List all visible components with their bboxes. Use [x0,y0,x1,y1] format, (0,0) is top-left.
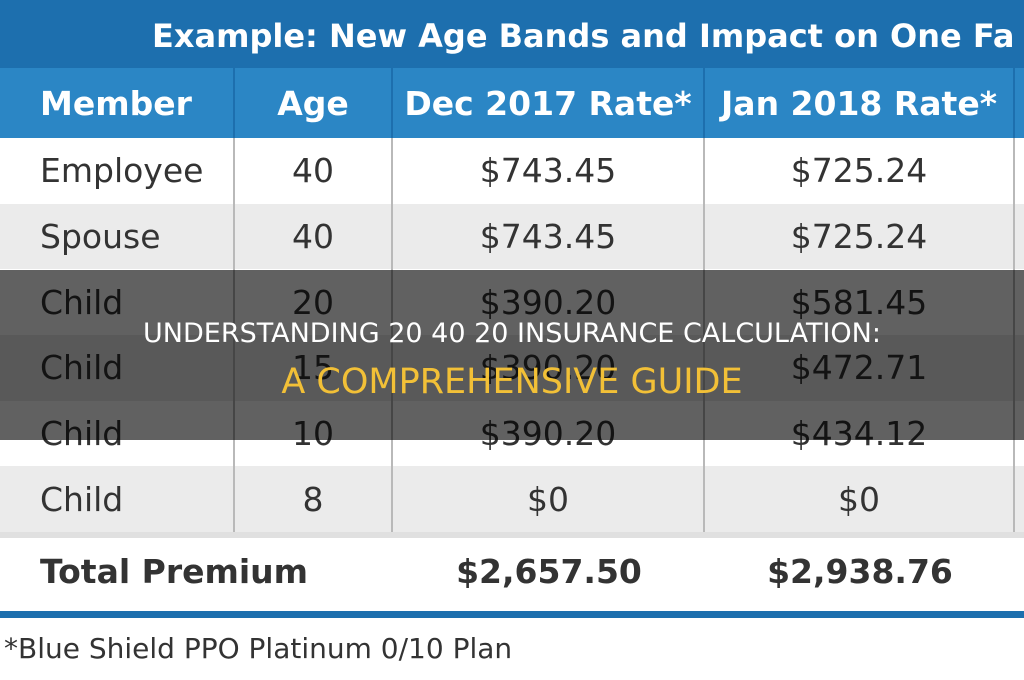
total-dec: $2,657.50 [456,552,642,591]
table-cell: $743.45 [393,203,705,270]
table-cell: $725.24 [705,138,1015,204]
header-cell: Jan 2018 Rate* [705,68,1015,138]
header-cell: Dec 2017 Rate* [393,68,705,138]
table-row: Child 8 $0 $0 [0,466,1024,533]
total-label: Total Premium [40,552,309,591]
table-row: Spouse 40 $743.45 $725.24 [0,203,1024,270]
table-row: Employee 40 $743.45 $725.24 [0,138,1024,204]
header-cell [1015,68,1024,138]
footnote: *Blue Shield PPO Platinum 0/10 Plan [4,632,513,665]
table-cell: 40 [235,203,393,270]
header-cell: Age [235,68,393,138]
table-cell: Spouse [0,203,235,270]
table-cell: 8 [235,466,393,533]
table-title: Example: New Age Bands and Impact on One… [0,0,1024,68]
overlay-subtitle: A COMPREHENSIVE GUIDE [281,362,743,402]
table-cell: $0 [705,466,1015,533]
table-cell: Employee [0,138,235,204]
overlay-band [0,270,1024,440]
table-cell: Child [0,466,235,533]
table-cell: $0 [393,466,705,533]
header-row: Member Age Dec 2017 Rate* Jan 2018 Rate* [0,68,1024,138]
table-cell [1015,203,1024,270]
header-cell: Member [0,68,235,138]
total-jan: $2,938.76 [767,552,953,591]
table-cell: 40 [235,138,393,204]
overlay-title: UNDERSTANDING 20 40 20 INSURANCE CALCULA… [143,318,881,349]
table-cell [1015,466,1024,533]
total-row: Total Premium $2,657.50 $2,938.76 [0,532,1024,618]
table-cell [1015,138,1024,204]
table-cell: $743.45 [393,138,705,204]
table-cell: $725.24 [705,203,1015,270]
